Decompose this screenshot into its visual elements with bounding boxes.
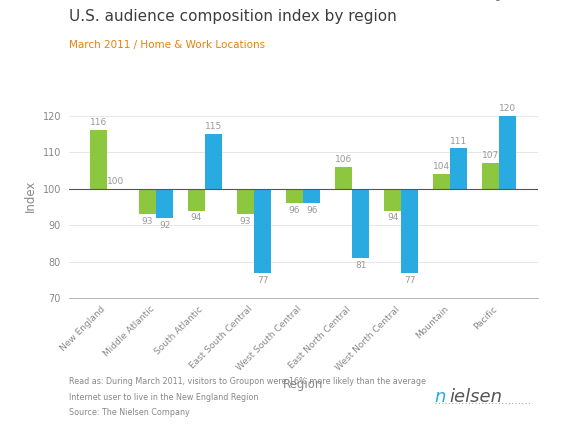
Bar: [433, 174, 450, 189]
Text: 94: 94: [191, 213, 202, 222]
Legend: Groupon, Living Social: Groupon, Living Social: [462, 0, 533, 1]
Bar: [335, 167, 352, 189]
Bar: [482, 163, 499, 189]
Text: 94: 94: [387, 213, 398, 222]
Text: March 2011 / Home & Work Locations: March 2011 / Home & Work Locations: [69, 40, 265, 50]
Text: ielsen: ielsen: [450, 388, 503, 406]
Bar: [499, 115, 517, 189]
Bar: [401, 189, 418, 273]
Text: 104: 104: [433, 162, 450, 171]
Bar: [90, 130, 107, 189]
Text: 77: 77: [404, 276, 415, 285]
X-axis label: Region: Region: [283, 378, 323, 391]
Text: 100: 100: [107, 177, 124, 186]
Bar: [450, 149, 467, 189]
Text: 81: 81: [355, 261, 367, 270]
Text: Source: The Nielsen Company: Source: The Nielsen Company: [69, 408, 189, 417]
Text: 107: 107: [482, 151, 499, 160]
Text: Read as: During March 2011, visitors to Groupon were 16% more likely than the av: Read as: During March 2011, visitors to …: [69, 377, 426, 386]
Bar: [205, 134, 223, 189]
Bar: [286, 189, 303, 203]
Text: 93: 93: [142, 217, 153, 226]
Bar: [303, 189, 320, 203]
Text: 115: 115: [205, 122, 223, 131]
Text: 92: 92: [159, 221, 170, 230]
Bar: [352, 189, 370, 258]
Text: n: n: [435, 388, 446, 406]
Bar: [237, 189, 254, 214]
Text: U.S. audience composition index by region: U.S. audience composition index by regio…: [69, 9, 396, 23]
Text: 116: 116: [90, 118, 107, 127]
Text: 96: 96: [306, 206, 317, 215]
Bar: [384, 189, 401, 210]
Text: 77: 77: [257, 276, 268, 285]
Text: 106: 106: [335, 155, 352, 164]
Bar: [254, 189, 271, 273]
Y-axis label: Index: Index: [24, 180, 37, 212]
Bar: [156, 189, 173, 218]
Bar: [139, 189, 156, 214]
Bar: [188, 189, 205, 210]
Text: 96: 96: [289, 206, 300, 215]
Text: 120: 120: [499, 104, 517, 113]
Text: 111: 111: [450, 137, 467, 146]
Text: Internet user to live in the New England Region: Internet user to live in the New England…: [69, 393, 258, 402]
Text: 93: 93: [240, 217, 251, 226]
